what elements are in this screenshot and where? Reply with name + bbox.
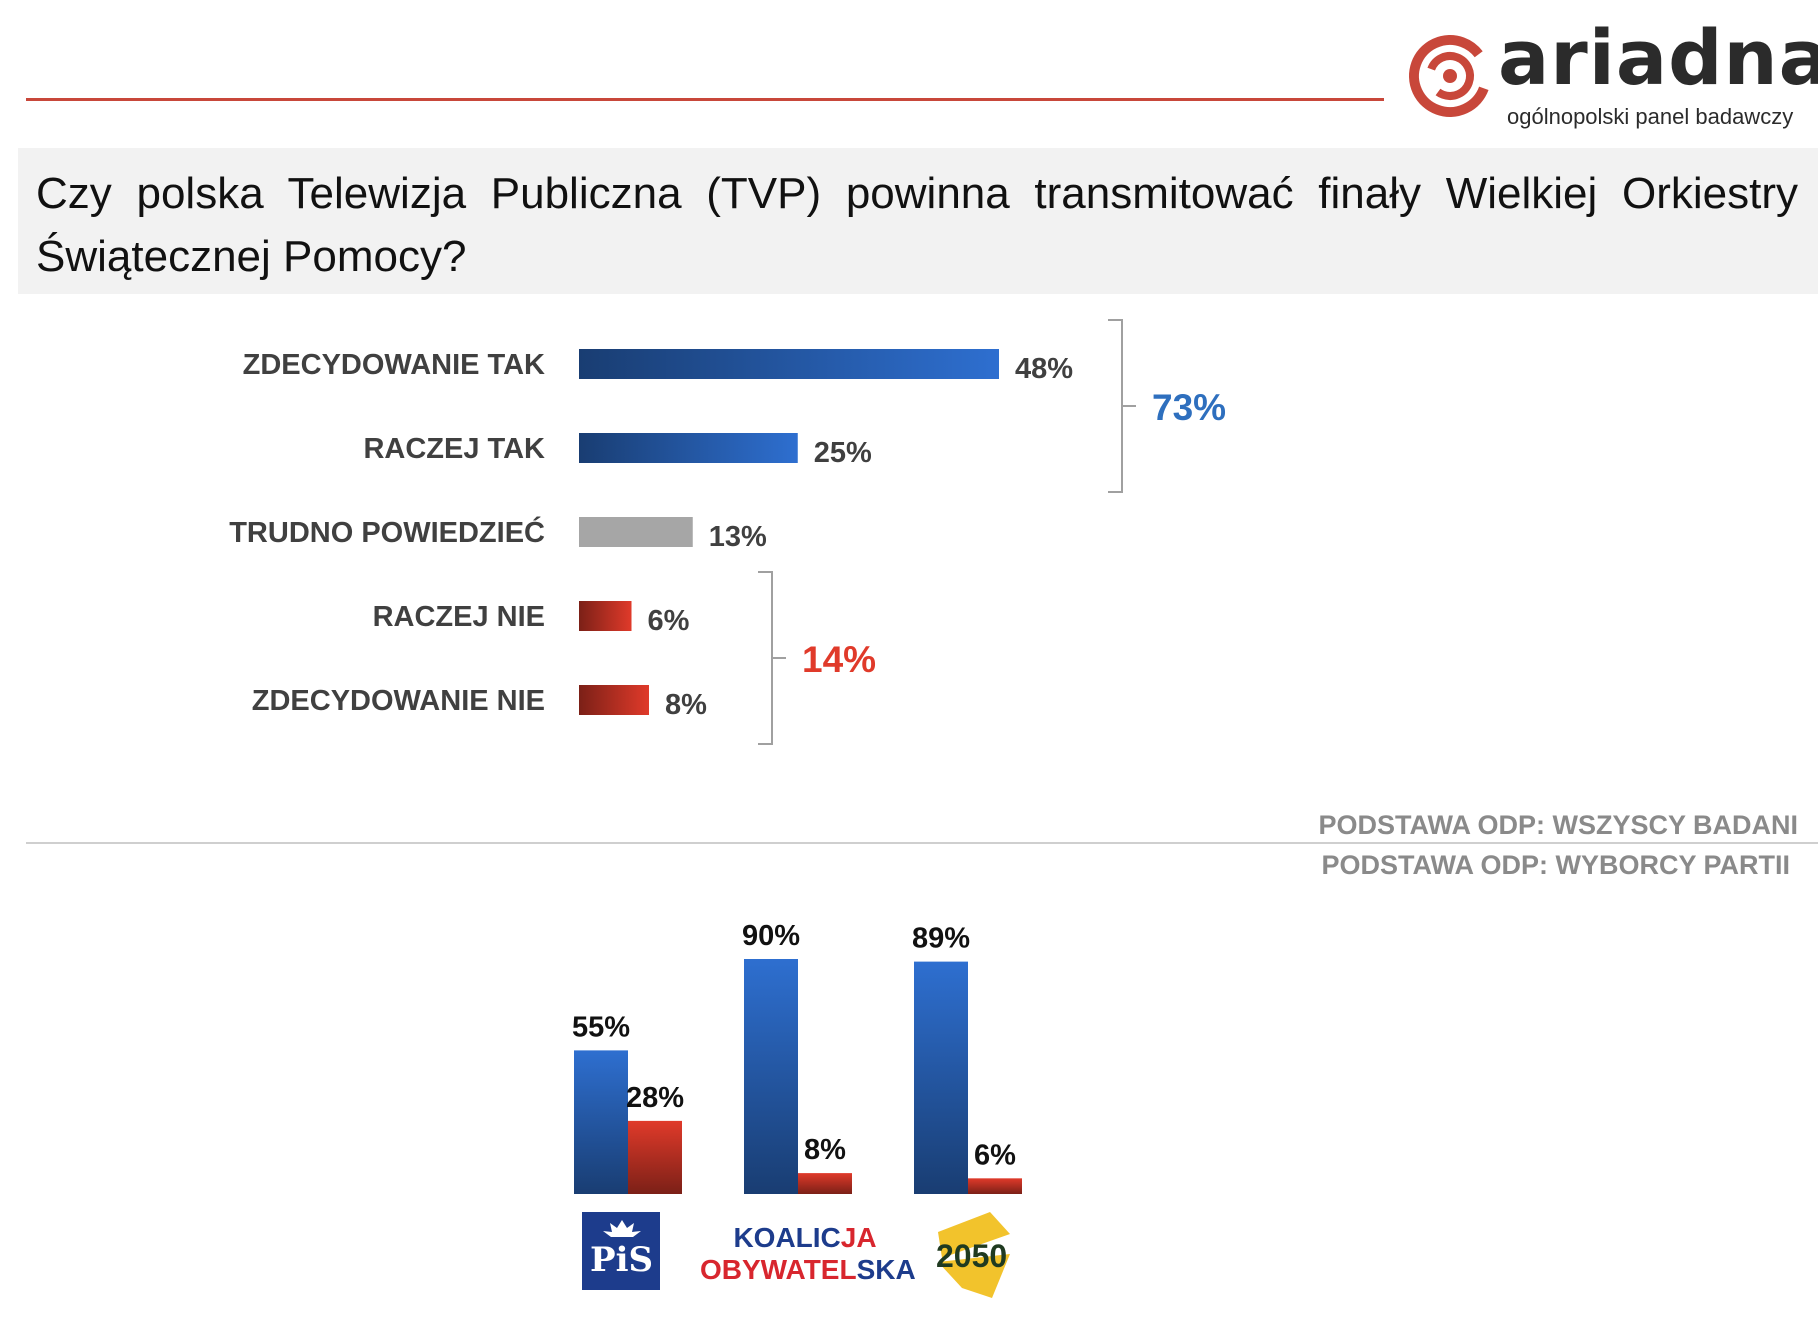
question-box: Czy polska Telewizja Publiczna (TVP) pow… — [18, 148, 1818, 294]
answers-bar-chart: ZDECYDOWANIE TAK 48% RACZEJ TAK 25% TRUDNO P… — [229, 319, 1226, 745]
ariadna-logo: ariadna ogólnopolski panel badawczy — [1400, 20, 1818, 138]
bar — [579, 517, 693, 547]
ko-logo-text-2a: OBYWATEL — [700, 1254, 857, 1285]
group-total-label: 14% — [802, 639, 876, 680]
p2050-emblem-icon — [938, 1212, 1010, 1298]
value-label: 8% — [665, 689, 707, 721]
category-label: RACZEJ TAK — [363, 433, 545, 465]
logo-tagline: ogólnopolski panel badawczy — [1507, 104, 1794, 129]
party-value-label: 6% — [974, 1139, 1016, 1171]
ko-logo-text-1a: KOALIC — [733, 1222, 841, 1253]
party-value-label: 89% — [912, 923, 970, 955]
ariadna-spiral-icon — [1409, 35, 1491, 117]
header-rule — [26, 98, 1384, 101]
pis-logo-text: PiS — [590, 1240, 654, 1280]
logo-wordmark: ariadna — [1498, 13, 1818, 102]
bar — [579, 349, 999, 379]
party-value-label: 8% — [804, 1134, 846, 1166]
section-divider — [26, 842, 1818, 844]
category-label: ZDECYDOWANIE TAK — [243, 349, 545, 381]
value-label: 48% — [1015, 353, 1073, 385]
party-bar — [914, 961, 968, 1194]
category-label: RACZEJ NIE — [373, 601, 545, 633]
ko-logo-text-2b: SKA — [856, 1254, 916, 1285]
party-bar — [798, 1173, 852, 1194]
category-label: ZDECYDOWANIE NIE — [252, 685, 545, 717]
party-value-label: 90% — [742, 920, 800, 952]
p2050-logo-text: 2050 — [936, 1238, 1008, 1274]
bar — [579, 433, 798, 463]
value-label: 13% — [709, 521, 767, 553]
group-bracket — [1108, 319, 1136, 493]
party-bar — [744, 959, 798, 1194]
group-total-label: 73% — [1152, 387, 1226, 428]
bar — [579, 601, 632, 631]
party-bar — [968, 1178, 1022, 1194]
base-note-all: PODSTAWA ODP: WSZYSCY BADANI — [1318, 810, 1798, 840]
base-note-voters: PODSTAWA ODP: WYBORCY PARTII — [1321, 850, 1790, 880]
bar — [579, 685, 649, 715]
category-label: TRUDNO POWIEDZIEĆ — [229, 515, 545, 549]
pis-logo: PiS — [582, 1212, 660, 1290]
party-bar — [628, 1120, 682, 1194]
party-bar — [574, 1050, 628, 1194]
party-value-label: 55% — [572, 1011, 630, 1043]
p2050-logo: 2050 — [934, 1210, 1014, 1302]
party-value-label: 28% — [626, 1082, 684, 1114]
group-bracket — [758, 571, 786, 745]
value-label: 6% — [648, 605, 690, 637]
value-label: 25% — [814, 437, 872, 469]
question-text: Czy polska Telewizja Publiczna (TVP) pow… — [36, 169, 1798, 281]
ko-logo: KOALICJA OBYWATELSKA — [700, 1222, 916, 1292]
pis-eagle-icon — [603, 1220, 641, 1237]
ko-logo-text-1b: JA — [840, 1222, 877, 1253]
